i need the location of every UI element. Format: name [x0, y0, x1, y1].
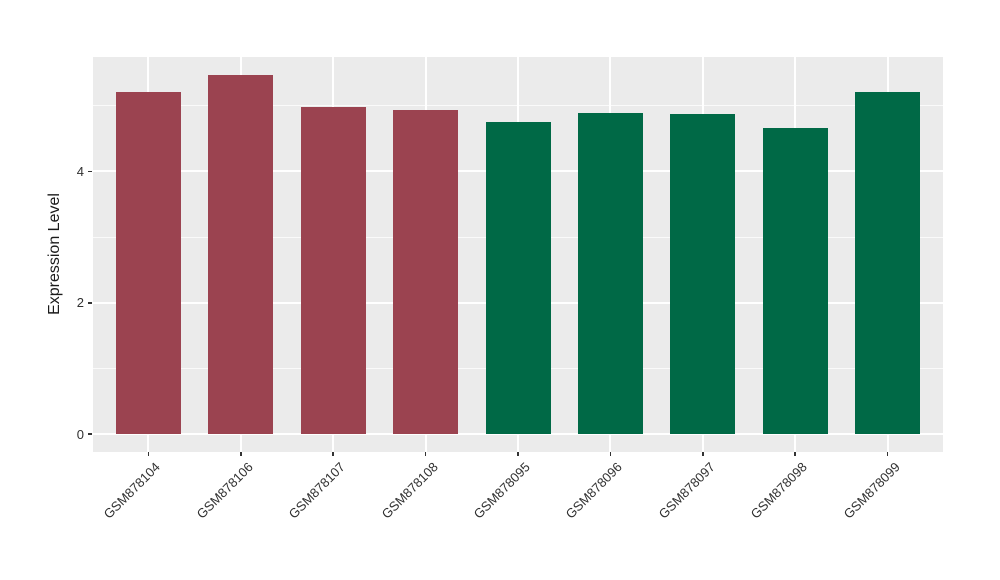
x-tick-label-GSM878098: GSM878098: [747, 459, 811, 522]
bar-GSM878099: [855, 92, 920, 435]
y-tick-mark: [88, 302, 92, 304]
bar-GSM878098: [763, 128, 828, 435]
x-tick-mark: [517, 452, 519, 456]
x-tick-mark: [609, 452, 612, 456]
bar-GSM878104: [116, 92, 181, 435]
bar-GSM878097: [670, 114, 735, 435]
plot-panel: [93, 57, 943, 452]
bar-GSM878096: [578, 113, 643, 435]
x-tick-mark: [886, 452, 889, 456]
x-tick-label-GSM878097: GSM878097: [655, 459, 718, 522]
y-tick-label: 4: [76, 163, 84, 179]
x-tick-mark: [332, 452, 334, 456]
x-tick-label-GSM878104: GSM878104: [101, 459, 164, 522]
y-tick-mark: [88, 170, 92, 173]
x-tick-mark: [424, 452, 427, 456]
y-tick-label: 0: [76, 426, 84, 442]
x-tick-mark: [147, 452, 150, 456]
y-tick-mark: [88, 433, 92, 435]
x-tick-label-GSM878108: GSM878108: [378, 459, 441, 522]
bar-GSM878107: [301, 107, 366, 435]
x-tick-label-GSM878095: GSM878095: [470, 459, 533, 522]
x-tick-label-GSM878106: GSM878106: [193, 459, 256, 522]
x-tick-label-GSM878107: GSM878107: [285, 459, 349, 522]
bar-GSM878108: [393, 110, 458, 435]
x-tick-label-GSM878096: GSM878096: [563, 459, 626, 522]
x-tick-mark: [240, 452, 242, 456]
y-tick-label: 2: [76, 295, 84, 311]
x-tick-label-GSM878099: GSM878099: [840, 459, 903, 522]
x-tick-mark: [794, 452, 796, 456]
x-tick-mark: [702, 452, 704, 456]
bar-GSM878095: [486, 121, 551, 435]
bar-GSM878106: [208, 74, 273, 435]
